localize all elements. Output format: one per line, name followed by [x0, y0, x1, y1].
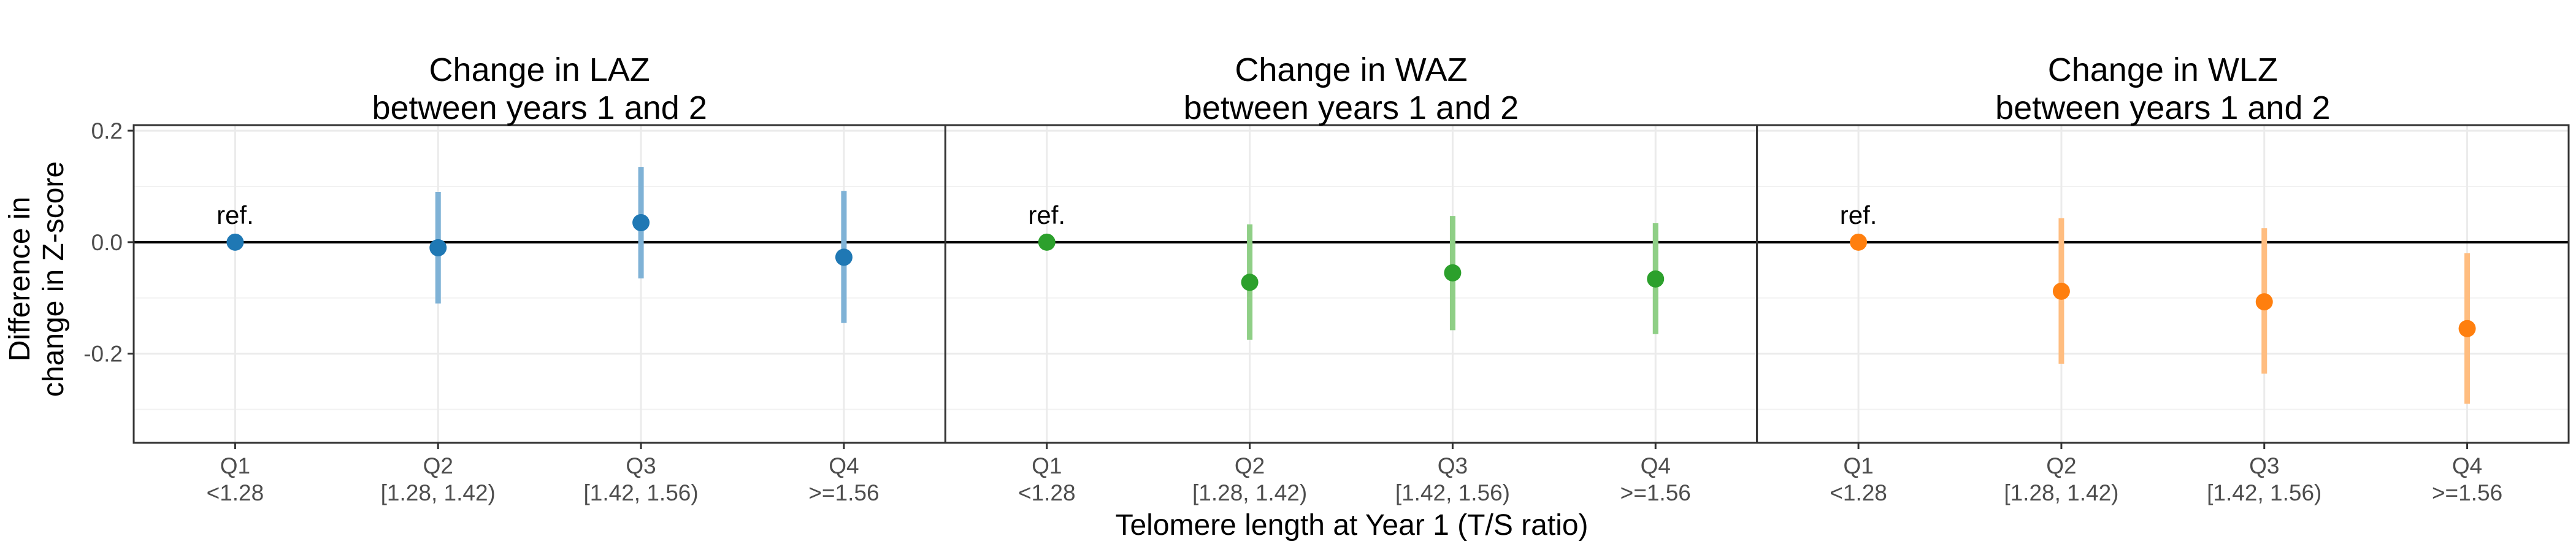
point-estimate [2052, 282, 2070, 300]
x-tick-sublabel: [1.28, 1.42) [2004, 480, 2118, 505]
reference-label: ref. [1028, 201, 1065, 229]
point-estimate [835, 248, 853, 266]
panel-background [1757, 125, 2569, 443]
facet-title-line-2: between years 1 and 2 [1184, 90, 1519, 126]
facet-title-line-1: Change in LAZ [429, 52, 650, 88]
point-estimate [1647, 270, 1665, 288]
facet-title-line-2: between years 1 and 2 [1995, 90, 2330, 126]
x-tick-sublabel: [1.42, 1.56) [583, 480, 698, 505]
x-tick-label: Q3 [1438, 453, 1468, 478]
panel-background [945, 125, 1757, 443]
point-estimate [429, 239, 447, 256]
facet-title-line-2: between years 1 and 2 [372, 90, 707, 126]
point-estimate [1850, 233, 1868, 251]
x-tick-label: Q4 [829, 453, 859, 478]
x-tick-sublabel: [1.28, 1.42) [1192, 480, 1307, 505]
panel-background [134, 125, 946, 443]
x-tick-label: Q4 [2452, 453, 2482, 478]
y-axis-title-line-2: change in Z-score [37, 161, 70, 397]
reference-label: ref. [1840, 201, 1877, 229]
reference-label: ref. [217, 201, 254, 229]
x-tick-sublabel: [1.28, 1.42) [381, 480, 496, 505]
x-axis-title: Telomere length at Year 1 (T/S ratio) [1115, 509, 1588, 542]
x-tick-label: Q1 [1843, 453, 1873, 478]
y-tick-label: -0.2 [83, 342, 123, 367]
x-tick-label: Q1 [1032, 453, 1062, 478]
x-tick-label: Q3 [626, 453, 656, 478]
x-tick-label: Q1 [220, 453, 250, 478]
x-tick-sublabel: [1.42, 1.56) [2207, 480, 2321, 505]
point-estimate [226, 233, 244, 251]
point-estimate [2458, 320, 2476, 337]
point-estimate [1444, 264, 1462, 282]
point-estimate [1241, 274, 1259, 291]
x-tick-sublabel: <1.28 [1018, 480, 1076, 505]
x-tick-label: Q3 [2249, 453, 2279, 478]
x-tick-sublabel: [1.42, 1.56) [1395, 480, 1510, 505]
x-tick-label: Q4 [1641, 453, 1671, 478]
y-tick-label: 0.2 [91, 118, 123, 144]
facet-panel: ref. Q1<1.28 Q2[1.28, 1.42) Q3[1.42, 1.56) Q… [1756, 52, 2570, 505]
point-estimate [2255, 293, 2273, 311]
x-tick-sublabel: >=1.56 [2432, 480, 2502, 505]
facet-title-line-1: Change in WAZ [1235, 52, 1467, 88]
panel-border [1756, 124, 2570, 444]
y-axis-ticks: -0.2 0.0 0.2 [83, 118, 134, 367]
x-tick-label: Q2 [2046, 453, 2076, 478]
facet-panel: ref. Q1<1.28 Q2[1.28, 1.42) Q3[1.42, 1.56) Q… [944, 52, 1758, 505]
x-tick-sublabel: <1.28 [1830, 480, 1887, 505]
y-axis-title-line-1: Difference in [4, 197, 36, 362]
y-tick-label: 0.0 [91, 230, 123, 255]
facet-panel: ref. Q1<1.28 Q2[1.28, 1.42) Q3[1.42, 1.56) Q… [132, 52, 946, 505]
facet-title-line-1: Change in WLZ [2048, 52, 2278, 88]
x-tick-sublabel: >=1.56 [1620, 480, 1691, 505]
x-tick-label: Q2 [423, 453, 453, 478]
point-estimate [632, 214, 650, 232]
x-tick-sublabel: >=1.56 [808, 480, 879, 505]
x-tick-sublabel: <1.28 [207, 480, 264, 505]
point-estimate [1038, 233, 1056, 251]
x-tick-label: Q2 [1235, 453, 1265, 478]
